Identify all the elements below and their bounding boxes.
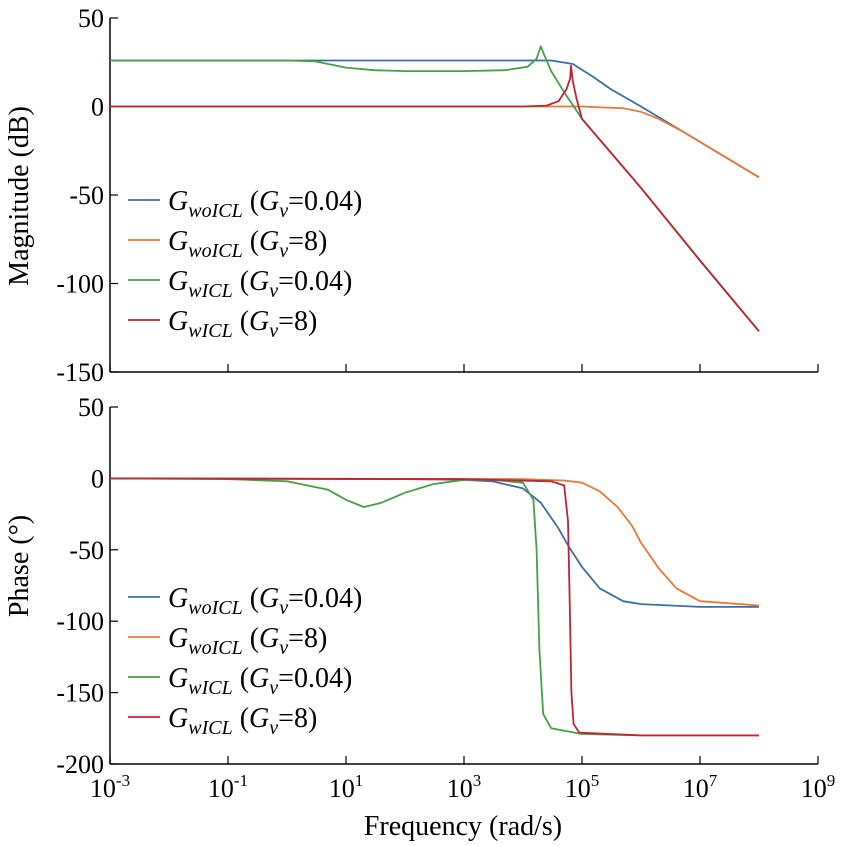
- legend: GwoICL (Gv=0.04) GwoICL (Gv=8) GwICL (Gv=0…: [128, 583, 362, 739]
- y-tick-label: -150: [56, 679, 104, 708]
- legend-entry-label: GwoICL (Gv=0.04): [168, 583, 362, 619]
- y-tick-label: -200: [56, 750, 104, 779]
- x-tick-label: 105: [565, 771, 600, 803]
- x-tick-label: 107: [683, 771, 718, 803]
- legend-entry-label: GwoICL (Gv=8): [168, 623, 327, 659]
- legend: GwoICL (Gv=0.04) GwoICL (Gv=8) GwICL (Gv=0…: [128, 186, 362, 342]
- y-tick-label: -50: [69, 536, 104, 565]
- x-tick-label: 10-1: [208, 771, 248, 803]
- x-tick-label: 10-3: [90, 771, 130, 803]
- legend-entry-label: GwICL (Gv=0.04): [168, 266, 352, 302]
- series-line-4: [109, 477, 759, 737]
- legend-entry-label: GwoICL (Gv=0.04): [168, 186, 362, 222]
- series-line-1: [110, 59, 760, 179]
- phase-axis-label: Phase (°): [4, 515, 35, 617]
- y-tick-label: 50: [78, 393, 104, 422]
- magnitude-axis-label: Magnitude (dB): [4, 106, 35, 286]
- x-tick-label: 101: [329, 771, 364, 803]
- series-line-1: [109, 477, 759, 608]
- y-tick-label: 0: [91, 464, 104, 493]
- series-line-4: [110, 64, 760, 332]
- series-line-2: [110, 105, 760, 179]
- y-tick-label: -100: [56, 607, 104, 636]
- y-tick-label: 50: [78, 4, 104, 33]
- x-tick-label: 109: [801, 771, 836, 803]
- series-line-2: [109, 477, 760, 607]
- legend-entry-label: GwICL (Gv=8): [168, 703, 317, 739]
- legend-entry-label: GwICL (Gv=0.04): [168, 663, 352, 699]
- legend-entry-label: GwICL (Gv=8): [168, 306, 317, 342]
- y-tick-label: 0: [91, 93, 104, 122]
- y-tick-label: -150: [56, 358, 104, 387]
- frequency-axis-label: Frequency (rad/s): [364, 811, 562, 842]
- x-tick-label: 103: [447, 771, 482, 803]
- legend-entry-label: GwoICL (Gv=8): [168, 226, 327, 262]
- y-tick-label: -50: [69, 181, 104, 210]
- y-tick-label: -100: [56, 270, 104, 299]
